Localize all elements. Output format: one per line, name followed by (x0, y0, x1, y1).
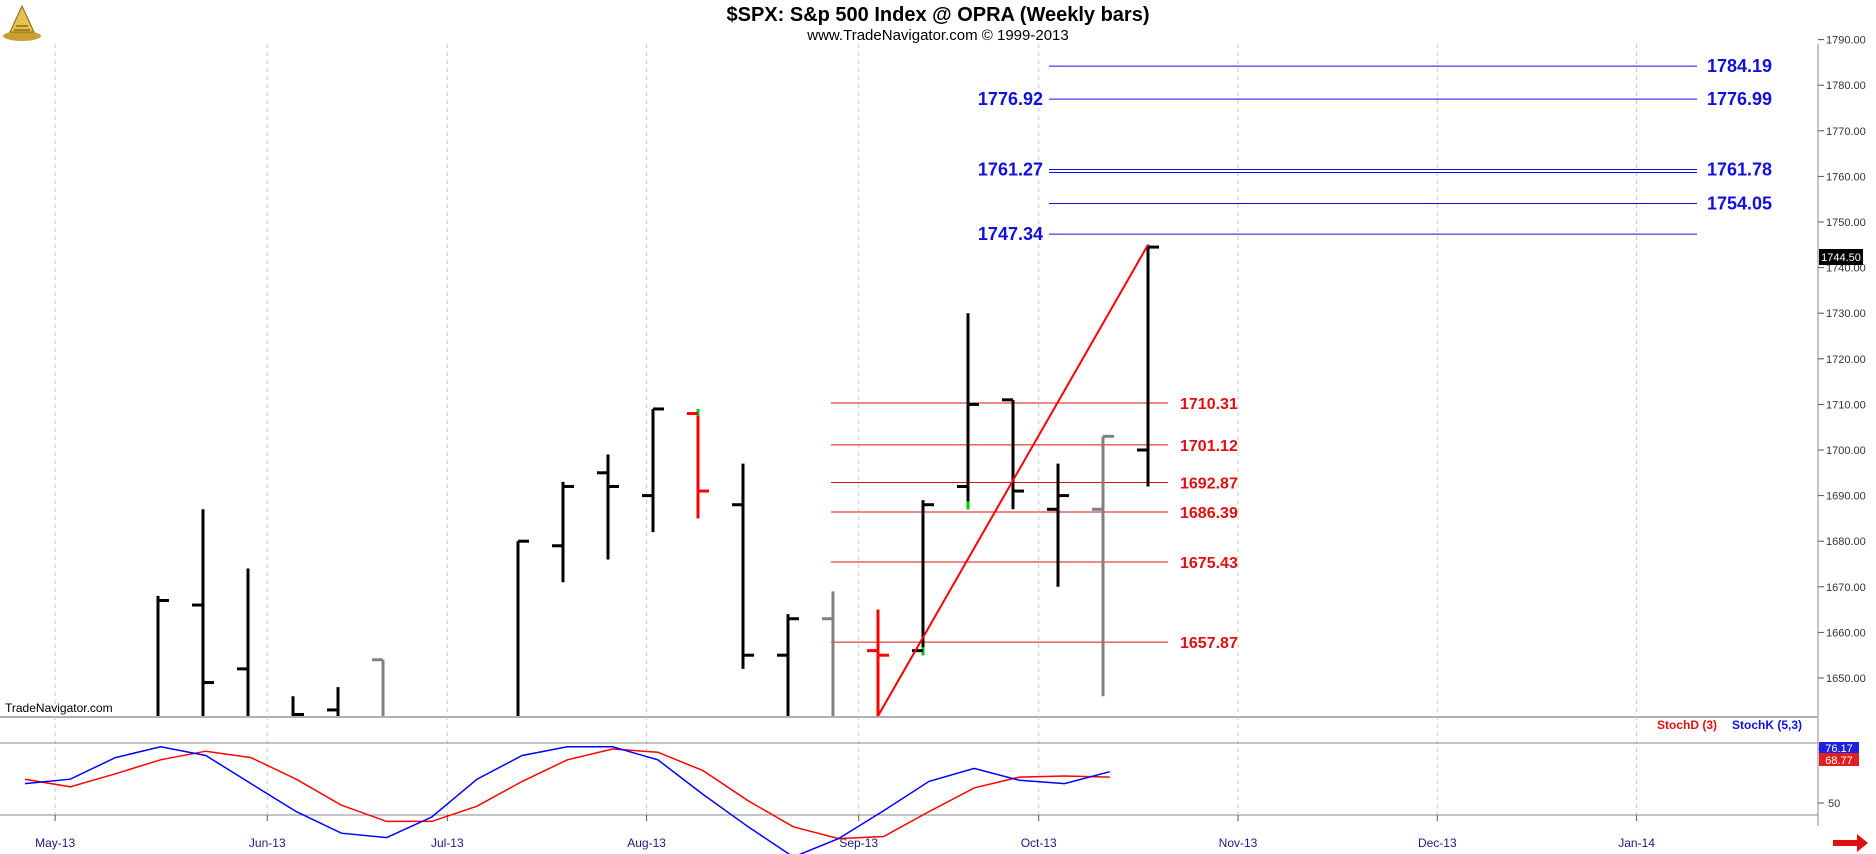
stoch-k-tag: 76.17 (1825, 743, 1853, 755)
legend-stoch-k: StochK (5,3) (1732, 718, 1802, 732)
blue-level-label-right: 1761.78 (1707, 160, 1772, 180)
blue-level-label-right: 1754.05 (1707, 194, 1772, 214)
y-tick-label: 1690.00 (1826, 491, 1866, 503)
chart-title: $SPX: S&p 500 Index @ OPRA (Weekly bars) (727, 4, 1150, 26)
fib-levels: 1784.19 1776.92 1776.99 1761.27 1761.78 1754.… (831, 56, 1772, 652)
legend-stoch-d: StochD (3) (1657, 718, 1717, 732)
x-tick-label: Nov-13 (1219, 836, 1258, 850)
price-axis: 1650.00 1660.00 1670.00 1680.00 1690.00 1700.… (1818, 35, 1866, 810)
y-tick-label: 1750.00 (1826, 217, 1866, 229)
blue-level-label-left: 1776.92 (978, 89, 1043, 109)
y-tick-label: 1720.00 (1826, 354, 1866, 366)
vertical-grid (54, 44, 1638, 815)
x-tick-label: Aug-13 (627, 836, 666, 850)
x-tick-label: Sep-13 (839, 836, 878, 850)
y-tick-label: 1680.00 (1826, 536, 1866, 548)
red-level-label: 1675.43 (1180, 555, 1238, 572)
stoch-d-tag: 68.77 (1825, 755, 1853, 767)
stoch-series-line (24, 746, 1110, 854)
y-tick-label: 1660.00 (1826, 627, 1866, 639)
app-logo-icon (3, 4, 41, 41)
x-tick-label: Jan-14 (1618, 836, 1655, 850)
x-tick-label: Jul-13 (431, 836, 464, 850)
y-tick-label: 1780.00 (1826, 80, 1866, 92)
stoch-series-line (24, 748, 1110, 840)
x-tick-label: Oct-13 (1021, 836, 1057, 850)
stoch-k-tag-bg (1819, 742, 1859, 753)
y-tick-label: 1710.00 (1826, 399, 1866, 411)
date-axis: May-13 Jun-13 Jul-13 Aug-13 Sep-13 Oct-13 Nov-… (35, 815, 1655, 850)
scroll-right-arrow-icon[interactable] (1833, 834, 1868, 852)
x-tick-label: Jun-13 (249, 836, 286, 850)
x-tick-label: Dec-13 (1418, 836, 1457, 850)
y-tick-label: 1700.00 (1826, 445, 1866, 457)
red-level-label: 1701.12 (1180, 438, 1238, 455)
y-tick-label: 1760.00 (1826, 171, 1866, 183)
last-price-tag: 1744.50 (1821, 252, 1861, 264)
red-level-label: 1692.87 (1180, 476, 1238, 493)
blue-level-label-left: 1747.34 (978, 224, 1043, 244)
y-tick-label: 1770.00 (1826, 126, 1866, 138)
red-level-label: 1686.39 (1180, 505, 1238, 522)
last-price-tag-bg (1819, 249, 1863, 265)
main-panel (0, 44, 1818, 716)
stochastic-panel (0, 742, 1818, 854)
trend-line (877, 244, 1149, 717)
y-tick-label: 1650.00 (1826, 673, 1866, 685)
trend-line-segment (877, 244, 1149, 717)
y-tick-label: 1670.00 (1826, 582, 1866, 594)
chart-subtitle: www.TradeNavigator.com © 1999-2013 (806, 27, 1068, 44)
blue-level-label-right: 1776.99 (1707, 89, 1772, 109)
x-tick-label: May-13 (35, 836, 75, 850)
stoch-d-tag-bg (1819, 753, 1859, 766)
red-level-label: 1657.87 (1180, 635, 1238, 652)
ohlc-bars (156, 244, 1159, 716)
header-bar (0, 0, 1876, 44)
red-level-label: 1710.31 (1180, 396, 1238, 413)
y-tick-label: 1730.00 (1826, 308, 1866, 320)
watermark-text: TradeNavigator.com (5, 701, 113, 715)
blue-level-label-left: 1761.27 (978, 160, 1043, 180)
stoch-tick-label: 50 (1828, 798, 1840, 810)
y-tick-label: 1740.00 (1826, 263, 1866, 275)
blue-level-label-right: 1784.19 (1707, 56, 1772, 76)
y-tick-label: 1790.00 (1826, 35, 1866, 47)
